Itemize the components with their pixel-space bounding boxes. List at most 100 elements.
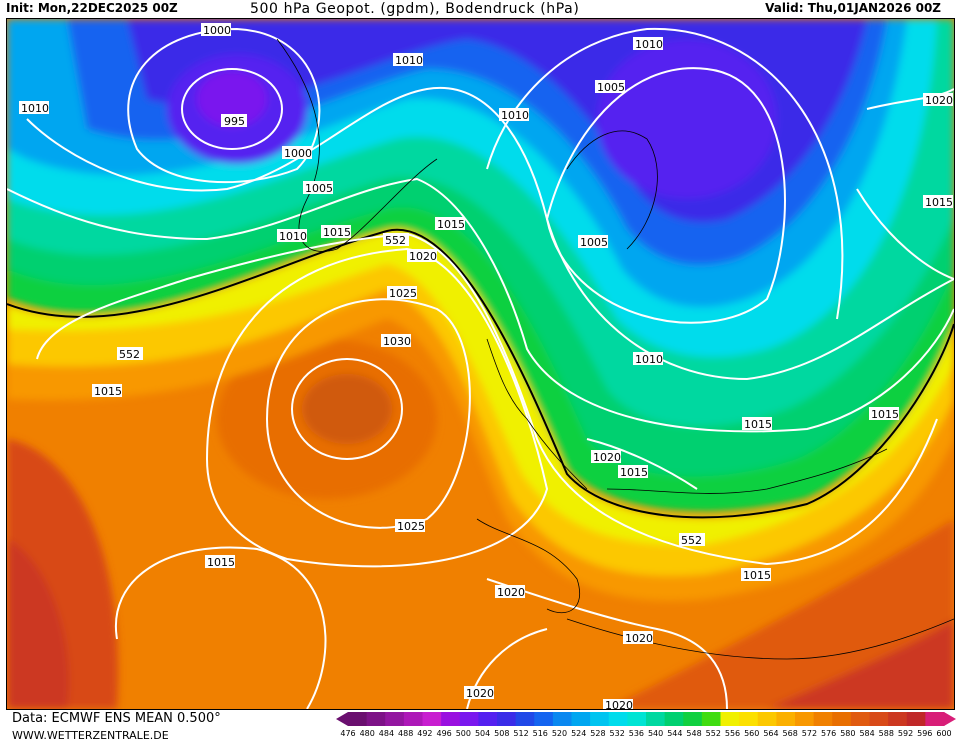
init-time: Init: Mon,22DEC2025 00Z	[6, 1, 178, 15]
color-scale-bar	[336, 712, 956, 726]
scale-tick-label: 600	[936, 729, 952, 738]
scale-tick-label: 572	[801, 729, 818, 738]
scale-swatch	[701, 712, 721, 726]
isobar-lines	[7, 27, 954, 709]
color-scale: 476 480 484 488 492 496 500 504 508 512 516 520 524 5…	[336, 712, 956, 740]
svg-text:1015: 1015	[323, 226, 351, 239]
color-scale-labels: 476 480 484 488 492 496 500 504 508 512 516 520 524 5…	[336, 729, 956, 740]
svg-text:1010: 1010	[501, 109, 529, 122]
isobar-label: 552	[383, 233, 409, 247]
svg-text:995: 995	[224, 115, 245, 128]
scale-swatch	[795, 712, 815, 726]
scale-swatch	[906, 712, 926, 726]
scale-tick-label: 528	[590, 729, 606, 738]
isobar-label: 1010	[499, 108, 529, 122]
scale-swatch	[403, 712, 423, 726]
isobar-label: 1000	[201, 23, 231, 37]
isobar-label: 1020	[495, 585, 525, 599]
scale-tick-label: 524	[571, 729, 587, 738]
svg-text:1020: 1020	[625, 632, 653, 645]
scale-tick-label: 516	[532, 729, 548, 738]
isobar-label: 1020	[623, 631, 653, 645]
svg-text:1020: 1020	[466, 687, 494, 700]
isobar-label: 1000	[282, 146, 312, 160]
svg-text:1015: 1015	[871, 408, 899, 421]
valid-time: Valid: Thu,01JAN2026 00Z	[765, 1, 941, 15]
data-source: Data: ECMWF ENS MEAN 0.500°	[12, 711, 221, 726]
scale-swatch	[608, 712, 628, 726]
scale-tick-label: 564	[763, 729, 779, 738]
scale-tick-label: 504	[474, 729, 491, 738]
isobar-label: 1015	[923, 195, 953, 209]
isobar-label: 1025	[387, 286, 417, 300]
scale-swatch	[534, 712, 554, 726]
scale-tick-label: 476	[340, 729, 356, 738]
isobar-label: 1010	[393, 53, 423, 67]
scale-swatch	[776, 712, 796, 726]
svg-text:1015: 1015	[620, 466, 648, 479]
svg-text:1010: 1010	[279, 230, 307, 243]
isobar-label: 1020	[464, 686, 494, 700]
svg-text:1020: 1020	[593, 451, 621, 464]
svg-text:1020: 1020	[925, 94, 953, 107]
isobar-label: 1005	[303, 181, 333, 195]
scale-tick-label: 596	[917, 729, 933, 738]
scale-tick-label: 520	[551, 729, 568, 738]
scale-tick-label: 532	[609, 729, 625, 738]
svg-text:1015: 1015	[437, 218, 465, 231]
isobar-label: 1015	[92, 384, 122, 398]
svg-text:1020: 1020	[605, 699, 633, 709]
scale-swatch	[627, 712, 647, 726]
isobar-label: 1020	[407, 249, 437, 263]
isobar-label: 1005	[595, 80, 625, 94]
scale-swatch	[646, 712, 666, 726]
isobar-label-1015-sw: 1015	[205, 555, 235, 569]
geopotential-field	[7, 19, 954, 709]
isobar-label: 1025	[395, 519, 425, 533]
scale-swatch	[497, 712, 517, 726]
isobar-label: 1015	[435, 217, 465, 231]
scale-tick-label: 500	[455, 729, 471, 738]
isobar-label: 1015	[869, 407, 899, 421]
scale-tick-label: 484	[378, 729, 395, 738]
scale-tick-label: 548	[686, 729, 702, 738]
svg-text:552: 552	[681, 534, 702, 547]
scale-tick-label: 584	[859, 729, 875, 738]
svg-text:1000: 1000	[203, 24, 231, 37]
svg-text:1010: 1010	[21, 102, 49, 115]
scale-tick-label: 576	[821, 729, 837, 738]
svg-text:1025: 1025	[397, 520, 425, 533]
scale-tick-label: 488	[398, 729, 414, 738]
svg-text:1015: 1015	[743, 569, 771, 582]
scale-swatch	[757, 712, 777, 726]
scale-swatch	[869, 712, 889, 726]
isobar-label: 1015	[742, 417, 772, 431]
scale-swatch	[664, 712, 684, 726]
svg-text:1015: 1015	[925, 196, 953, 209]
scale-tick-label: 560	[744, 729, 760, 738]
isobar-label: 995	[221, 114, 247, 128]
scale-swatch	[348, 712, 368, 726]
scale-swatch	[850, 712, 870, 726]
scale-swatch	[441, 712, 461, 726]
scale-swatch	[459, 712, 479, 726]
scale-swatch	[552, 712, 572, 726]
svg-text:1000: 1000	[284, 147, 312, 160]
scale-swatch	[925, 712, 945, 726]
scale-tick-label: 592	[897, 729, 914, 738]
isobar-label: 1015	[618, 465, 648, 479]
svg-text:1015: 1015	[207, 556, 235, 569]
isobar-label: 1010	[19, 101, 49, 115]
isobar-label: 552	[117, 347, 143, 361]
scale-tick-label: 512	[513, 729, 529, 738]
svg-text:1005: 1005	[305, 182, 333, 195]
scale-tick-label: 552	[705, 729, 721, 738]
svg-text:1010: 1010	[635, 353, 663, 366]
scale-swatch	[366, 712, 386, 726]
scale-tick-label: 588	[878, 729, 894, 738]
scale-tick-label: 544	[667, 729, 683, 738]
scale-tick-label: 556	[724, 729, 741, 738]
svg-text:1010: 1010	[395, 54, 423, 67]
isobar-labels: 1000 995 1010 1000 1005 1010 1015 1010 1…	[19, 23, 953, 709]
svg-text:552: 552	[385, 234, 406, 247]
